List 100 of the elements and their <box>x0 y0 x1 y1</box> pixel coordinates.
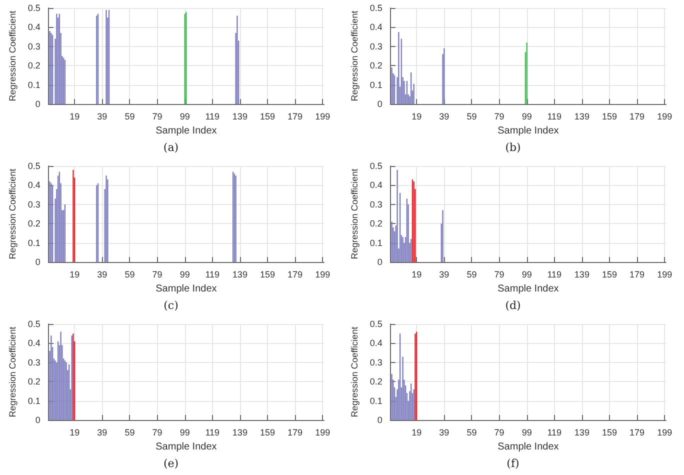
x-tick-label: 139 <box>232 428 248 438</box>
y-tick-label: 0.1 <box>28 238 40 248</box>
x-tick-label: 179 <box>288 270 303 280</box>
y-tick-label: 0.5 <box>370 161 382 171</box>
y-tick-label: 0.5 <box>28 161 40 171</box>
y-tick-label: 0.1 <box>28 80 40 90</box>
x-tick-label: 99 <box>180 270 190 280</box>
x-tick-label: 179 <box>288 112 303 122</box>
y-tick-label: 0.5 <box>28 319 40 329</box>
y-axis-title: Regression Coefficient <box>350 10 360 102</box>
y-tick-label: 0.3 <box>28 199 40 210</box>
x-tick-label: 159 <box>602 270 618 280</box>
x-tick-label: 199 <box>657 428 672 438</box>
y-axis-title: Regression Coefficient <box>8 168 18 260</box>
x-axis-title: Sample Index <box>498 283 559 294</box>
y-tick-label: 0.4 <box>28 22 40 32</box>
x-tick-label: 139 <box>232 270 248 280</box>
x-tick-label: 59 <box>124 112 135 122</box>
x-axis-title: Sample Index <box>498 125 559 136</box>
y-tick-label: 0 <box>377 257 382 267</box>
x-tick-label: 119 <box>205 428 220 438</box>
y-tick-label: 0.5 <box>370 319 382 329</box>
x-tick-label: 119 <box>547 270 562 280</box>
x-tick-label: 99 <box>522 270 532 280</box>
x-tick-label: 59 <box>466 112 477 122</box>
y-tick-label: 0.3 <box>370 41 382 52</box>
x-tick-label: 79 <box>494 270 504 280</box>
x-tick-label: 119 <box>547 112 562 122</box>
x-tick-label: 59 <box>124 270 135 280</box>
y-tick-label: 0.5 <box>28 3 40 13</box>
x-tick-label: 19 <box>70 428 80 438</box>
y-tick-label: 0 <box>35 415 40 425</box>
x-tick-label: 99 <box>522 428 532 438</box>
x-tick-label: 99 <box>180 112 190 122</box>
x-tick-label: 139 <box>574 270 590 280</box>
x-tick-label: 19 <box>412 270 422 280</box>
y-axis-title: Regression Coefficient <box>350 326 360 418</box>
x-tick-label: 159 <box>260 112 276 122</box>
x-tick-label: 179 <box>630 270 645 280</box>
x-tick-label: 99 <box>180 428 190 438</box>
x-tick-label: 79 <box>494 428 504 438</box>
x-tick-label: 199 <box>657 112 672 122</box>
x-tick-label: 59 <box>466 270 477 280</box>
y-tick-label: 0.4 <box>28 180 40 190</box>
x-tick-label: 159 <box>260 428 276 438</box>
x-tick-label: 39 <box>439 428 450 438</box>
x-tick-label: 199 <box>315 112 330 122</box>
x-tick-label: 119 <box>547 428 562 438</box>
text: (d) <box>505 299 521 312</box>
y-tick-label: 0.2 <box>370 218 382 229</box>
x-tick-label: 39 <box>97 428 108 438</box>
y-axis-title: Regression Coefficient <box>8 10 18 102</box>
y-tick-label: 0.2 <box>28 376 40 387</box>
y-tick-label: 0.4 <box>370 22 382 32</box>
x-tick-label: 159 <box>602 428 618 438</box>
x-tick-label: 159 <box>260 270 276 280</box>
x-tick-label: 19 <box>412 428 422 438</box>
x-tick-label: 79 <box>494 112 504 122</box>
x-tick-label: 99 <box>522 112 532 122</box>
y-tick-label: 0.1 <box>370 238 382 248</box>
x-tick-label: 119 <box>205 112 220 122</box>
x-tick-label: 179 <box>630 428 645 438</box>
x-tick-label: 79 <box>152 112 162 122</box>
x-tick-label: 59 <box>466 428 477 438</box>
text: (a) <box>163 141 179 154</box>
x-tick-label: 199 <box>315 270 330 280</box>
y-axis-title: Regression Coefficient <box>8 326 18 418</box>
text: (c) <box>164 299 178 312</box>
x-axis-title: Sample Index <box>498 441 559 452</box>
x-tick-label: 79 <box>152 428 162 438</box>
x-tick-label: 179 <box>630 112 645 122</box>
y-tick-label: 0.3 <box>28 357 40 368</box>
y-tick-label: 0.1 <box>28 396 40 406</box>
x-tick-label: 159 <box>602 112 618 122</box>
x-tick-label: 139 <box>232 112 248 122</box>
x-tick-label: 139 <box>574 112 590 122</box>
x-tick-label: 179 <box>288 428 303 438</box>
x-tick-label: 19 <box>70 270 80 280</box>
y-tick-label: 0.1 <box>370 396 382 406</box>
y-tick-label: 0.2 <box>370 376 382 387</box>
x-tick-label: 39 <box>97 112 108 122</box>
text: (b) <box>505 141 521 154</box>
text: (f) <box>506 457 520 470</box>
x-tick-label: 119 <box>205 270 220 280</box>
y-tick-label: 0.4 <box>370 338 382 348</box>
y-tick-label: 0.4 <box>370 180 382 190</box>
y-tick-label: 0.4 <box>28 338 40 348</box>
y-tick-label: 0.2 <box>28 218 40 229</box>
y-tick-label: 0.3 <box>28 41 40 52</box>
x-axis-title: Sample Index <box>156 441 217 452</box>
y-axis-title: Regression Coefficient <box>350 168 360 260</box>
x-tick-label: 39 <box>97 270 108 280</box>
y-tick-label: 0 <box>377 99 382 109</box>
x-tick-label: 19 <box>70 112 80 122</box>
x-axis-title: Sample Index <box>156 283 217 294</box>
y-tick-label: 0 <box>35 99 40 109</box>
x-axis-title: Sample Index <box>156 125 217 136</box>
y-tick-label: 0 <box>35 257 40 267</box>
y-tick-label: 0 <box>377 415 382 425</box>
x-tick-label: 139 <box>574 428 590 438</box>
